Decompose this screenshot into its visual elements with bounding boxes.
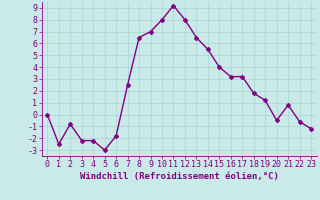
X-axis label: Windchill (Refroidissement éolien,°C): Windchill (Refroidissement éolien,°C): [80, 172, 279, 181]
